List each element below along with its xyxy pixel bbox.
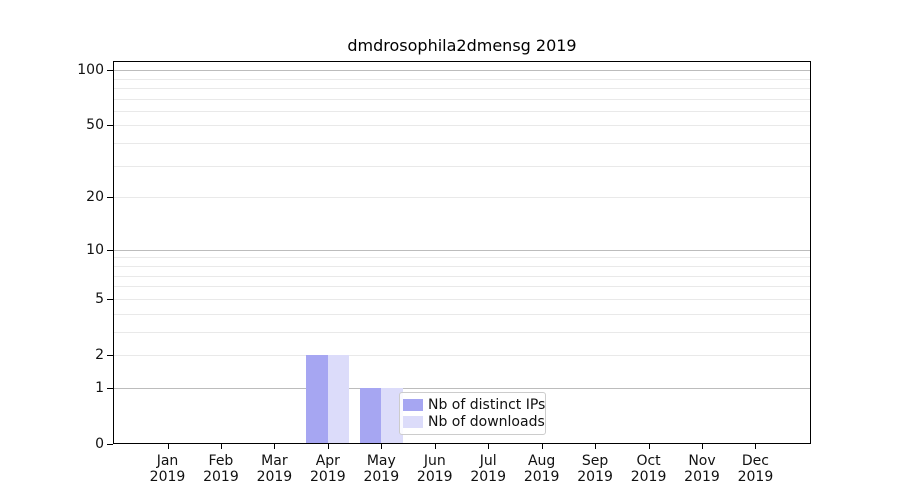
gridline-major: [114, 387, 810, 389]
gridline-minor: [114, 265, 810, 267]
x-tick-label-year: 2019: [523, 469, 560, 485]
x-tick: [274, 444, 276, 449]
chart-title: dmdrosophila2dmensg 2019: [347, 36, 577, 55]
y-tick-label: 5: [95, 290, 104, 307]
x-tick-label-year: 2019: [203, 469, 239, 485]
gridline-minor: [114, 98, 810, 100]
y-tick: [107, 354, 113, 356]
x-tick: [434, 444, 436, 449]
x-tick-label-year: 2019: [310, 469, 346, 485]
y-tick: [107, 70, 113, 72]
x-tick-label-month: May: [366, 453, 396, 469]
x-tick: [167, 444, 169, 449]
gridline-minor: [114, 197, 810, 199]
x-tick-label-month: Mar: [261, 453, 288, 469]
x-tick: [220, 444, 222, 449]
x-tick: [648, 444, 650, 449]
gridline-minor: [114, 165, 810, 167]
gridline-minor: [114, 298, 810, 300]
x-tick: [381, 444, 383, 449]
gridline-minor: [114, 110, 810, 112]
x-tick-label: Jun 2019: [405, 453, 465, 485]
x-tick-label: May 2019: [351, 453, 411, 485]
y-tick: [107, 444, 113, 445]
legend-label-downloads: Nb of downloads: [428, 414, 545, 431]
legend-item-distinct-ips: Nb of distinct IPs: [403, 396, 546, 413]
x-tick-label-year: 2019: [149, 469, 186, 485]
gridline-minor: [114, 87, 810, 89]
x-tick-label-month: Jul: [479, 453, 497, 469]
y-tick-label: 50: [86, 117, 104, 134]
y-tick-label: 10: [86, 241, 104, 258]
x-tick-label: Nov 2019: [672, 453, 732, 485]
y-tick-label: 0: [95, 436, 104, 452]
bar-downloads-may-2019: [381, 387, 403, 443]
x-tick: [327, 444, 329, 449]
legend-swatch-downloads: [403, 416, 423, 429]
x-tick-label-month: Jun: [423, 453, 446, 469]
x-tick-label: Jul 2019: [458, 453, 518, 485]
x-tick: [541, 444, 543, 449]
x-tick-label-month: Nov: [688, 453, 716, 469]
x-tick-label: Jan 2019: [138, 453, 198, 485]
gridline-minor: [114, 313, 810, 315]
x-tick-label-year: 2019: [577, 469, 613, 485]
x-tick-label: Feb 2019: [191, 453, 251, 485]
gridline-minor: [114, 331, 810, 333]
x-tick-label: Sep 2019: [565, 453, 625, 485]
y-tick-label: 100: [77, 62, 104, 79]
x-tick-label-year: 2019: [470, 469, 506, 485]
y-tick: [107, 249, 113, 251]
bar-downloads-apr-2019: [327, 354, 350, 443]
x-tick: [595, 444, 597, 449]
gridline-major: [114, 249, 810, 251]
x-tick-label-month: Jan: [156, 453, 179, 469]
x-tick-label-year: 2019: [630, 469, 667, 485]
x-tick-label: Apr 2019: [298, 453, 358, 485]
legend: Nb of distinct IPs Nb of downloads: [399, 392, 546, 435]
gridline-minor: [114, 78, 810, 80]
x-tick-label: Aug 2019: [512, 453, 572, 485]
gridline-minor: [114, 257, 810, 259]
x-tick-label-year: 2019: [256, 469, 293, 485]
gridline-major: [114, 70, 810, 72]
y-tick: [107, 298, 113, 300]
y-tick: [107, 125, 113, 127]
x-tick-label-month: Apr: [315, 453, 340, 469]
x-tick-label-year: 2019: [416, 469, 453, 485]
x-tick-label-month: Feb: [208, 453, 234, 469]
x-tick-label-year: 2019: [684, 469, 720, 485]
y-tick-label: 1: [95, 379, 104, 396]
x-tick-label: Mar 2019: [244, 453, 304, 485]
plot-area: [113, 61, 811, 444]
x-tick-label-month: Oct: [636, 453, 661, 469]
legend-swatch-distinct-ips: [403, 398, 423, 411]
x-tick-label-year: 2019: [737, 469, 774, 485]
gridline-minor: [114, 143, 810, 145]
y-tick: [107, 387, 113, 389]
x-tick: [702, 444, 703, 449]
legend-item-downloads: Nb of downloads: [403, 414, 545, 431]
gridline-minor: [114, 275, 810, 277]
x-tick-label: Dec 2019: [725, 453, 785, 485]
x-tick: [488, 444, 490, 449]
gridline-minor: [114, 286, 810, 288]
x-tick-label: Oct 2019: [619, 453, 679, 485]
bar-distinct-ips-may-2019: [359, 387, 382, 443]
x-tick-label-month: Sep: [581, 453, 609, 469]
y-tick-label: 2: [95, 346, 104, 363]
gridline-minor: [114, 354, 810, 356]
gridline-minor: [114, 125, 810, 127]
y-tick-label: 20: [86, 189, 104, 206]
x-tick-label-year: 2019: [363, 469, 400, 485]
y-tick: [107, 197, 113, 199]
legend-label-distinct-ips: Nb of distinct IPs: [428, 396, 546, 413]
x-tick-label-month: Dec: [741, 453, 769, 469]
x-tick-label-month: Aug: [527, 453, 556, 469]
bar-distinct-ips-apr-2019: [306, 354, 328, 443]
x-tick: [755, 444, 757, 449]
